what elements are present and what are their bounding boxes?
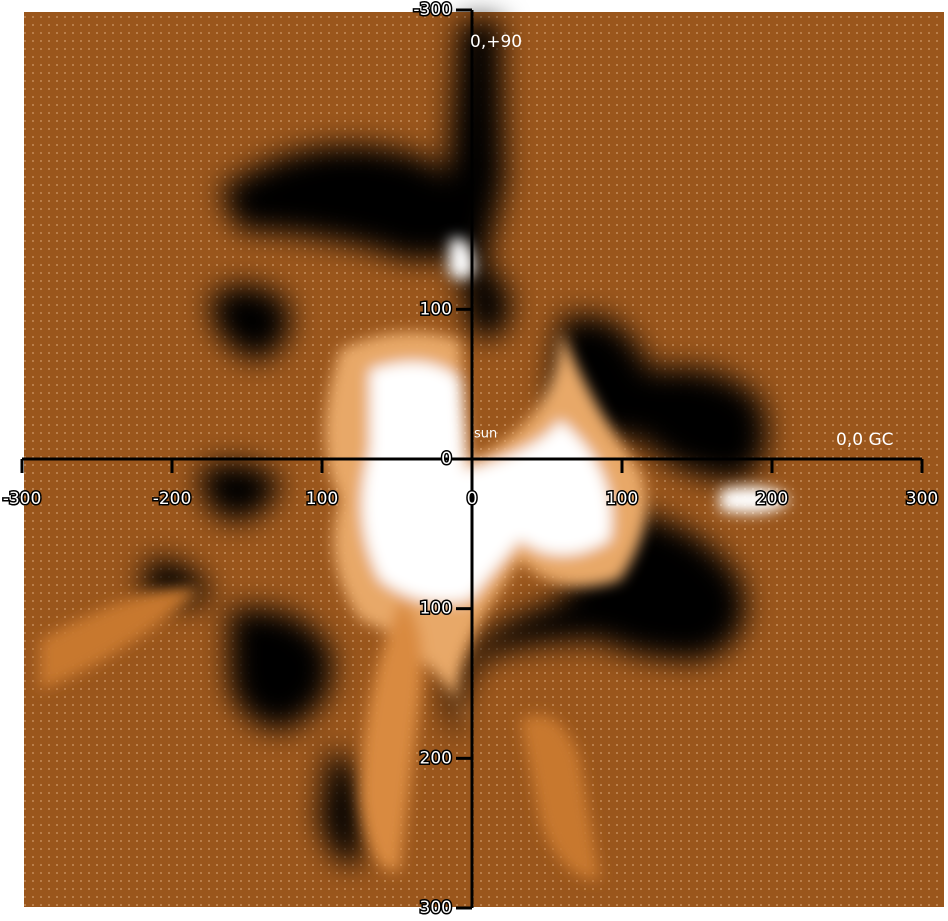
y-tick-label: 100 [420,299,452,319]
x-tick-label: -200 [153,489,192,509]
annotation-gc: 0,0 GC [836,430,893,450]
x-tick-label: 100 [606,489,638,509]
x-tick-label: 200 [756,489,788,509]
x-tick-label: -300 [3,489,42,509]
annotation-sun: sun [474,427,497,442]
x-tick-label: 0 [467,489,478,509]
y-tick-label: 300 [420,898,452,918]
y-tick-label: 200 [420,748,452,768]
y-tick-label: 0 [441,449,452,469]
x-tick-label: 300 [906,489,938,509]
x-tick-label: 100 [306,489,338,509]
y-tick-label: -300 [413,0,452,20]
y-tick-label: 100 [420,599,452,619]
annotation-north: 0,+90 [470,32,522,52]
